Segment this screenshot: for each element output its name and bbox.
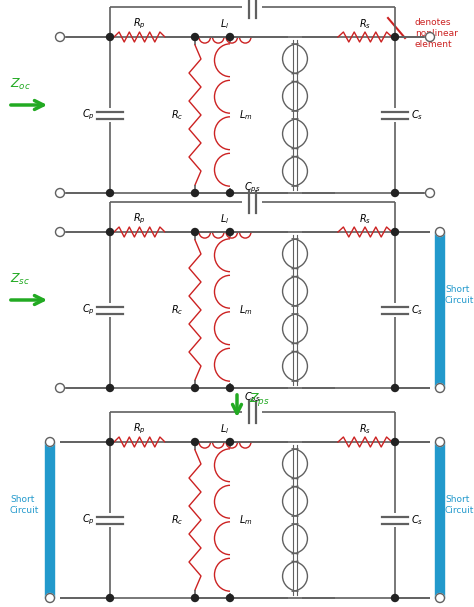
Circle shape — [392, 228, 399, 236]
Text: $R_c$: $R_c$ — [171, 513, 183, 527]
Circle shape — [191, 228, 199, 236]
Circle shape — [392, 384, 399, 392]
Circle shape — [227, 33, 234, 41]
Text: Short
Circuit: Short Circuit — [445, 495, 474, 515]
Circle shape — [426, 189, 435, 197]
Text: Short
Circuit: Short Circuit — [10, 495, 39, 515]
Text: Short
Circuit: Short Circuit — [445, 285, 474, 305]
Circle shape — [107, 384, 113, 392]
Circle shape — [55, 33, 64, 41]
Text: $C_p$: $C_p$ — [82, 303, 94, 317]
Text: $R_s$: $R_s$ — [359, 17, 371, 31]
Circle shape — [107, 189, 113, 197]
Text: $L_m$: $L_m$ — [239, 513, 253, 527]
Text: denotes: denotes — [415, 18, 452, 27]
Circle shape — [392, 594, 399, 602]
Circle shape — [55, 228, 64, 237]
Circle shape — [436, 594, 445, 603]
Circle shape — [107, 438, 113, 446]
Circle shape — [436, 228, 445, 237]
Text: $R_p$: $R_p$ — [133, 17, 146, 31]
Text: $L_l$: $L_l$ — [220, 212, 229, 226]
Circle shape — [436, 438, 445, 447]
Text: $C_s$: $C_s$ — [411, 303, 423, 317]
Text: $C_s$: $C_s$ — [411, 513, 423, 527]
Circle shape — [191, 189, 199, 197]
Circle shape — [227, 384, 234, 392]
Circle shape — [46, 438, 55, 447]
Text: $C_p$: $C_p$ — [82, 108, 94, 122]
Circle shape — [392, 438, 399, 446]
Text: $R_p$: $R_p$ — [133, 212, 146, 226]
Circle shape — [107, 594, 113, 602]
Circle shape — [191, 33, 199, 41]
Text: $C_{ps}$: $C_{ps}$ — [244, 391, 261, 405]
Circle shape — [426, 33, 435, 41]
Circle shape — [392, 33, 399, 41]
Text: $L_l$: $L_l$ — [220, 422, 229, 436]
Circle shape — [191, 594, 199, 602]
Text: $L_m$: $L_m$ — [239, 303, 253, 317]
Text: $C_p$: $C_p$ — [82, 513, 94, 527]
Text: $Z_{ps}$: $Z_{ps}$ — [249, 392, 270, 409]
Text: $R_s$: $R_s$ — [359, 212, 371, 226]
Circle shape — [227, 438, 234, 446]
Circle shape — [227, 189, 234, 197]
Text: element: element — [415, 40, 453, 49]
Text: $R_s$: $R_s$ — [359, 422, 371, 436]
Text: $C_{ps}$: $C_{ps}$ — [244, 181, 261, 195]
Circle shape — [436, 384, 445, 393]
Text: $Z_{oc}$: $Z_{oc}$ — [10, 77, 31, 92]
Circle shape — [227, 594, 234, 602]
Circle shape — [55, 384, 64, 393]
Text: $L_m$: $L_m$ — [239, 108, 253, 122]
Text: $R_c$: $R_c$ — [171, 108, 183, 122]
Circle shape — [191, 438, 199, 446]
Circle shape — [191, 384, 199, 392]
Circle shape — [107, 33, 113, 41]
Circle shape — [55, 189, 64, 197]
Text: nonlinear: nonlinear — [415, 29, 458, 38]
Text: $R_c$: $R_c$ — [171, 303, 183, 317]
Bar — [46, 442, 55, 598]
Text: $R_p$: $R_p$ — [133, 422, 146, 436]
Bar — [436, 442, 445, 598]
Text: $Z_{sc}$: $Z_{sc}$ — [10, 272, 30, 287]
Circle shape — [392, 189, 399, 197]
Text: $C_s$: $C_s$ — [411, 108, 423, 122]
Circle shape — [107, 228, 113, 236]
Text: $L_l$: $L_l$ — [220, 17, 229, 31]
Bar — [436, 232, 445, 388]
Circle shape — [227, 228, 234, 236]
Circle shape — [46, 594, 55, 603]
